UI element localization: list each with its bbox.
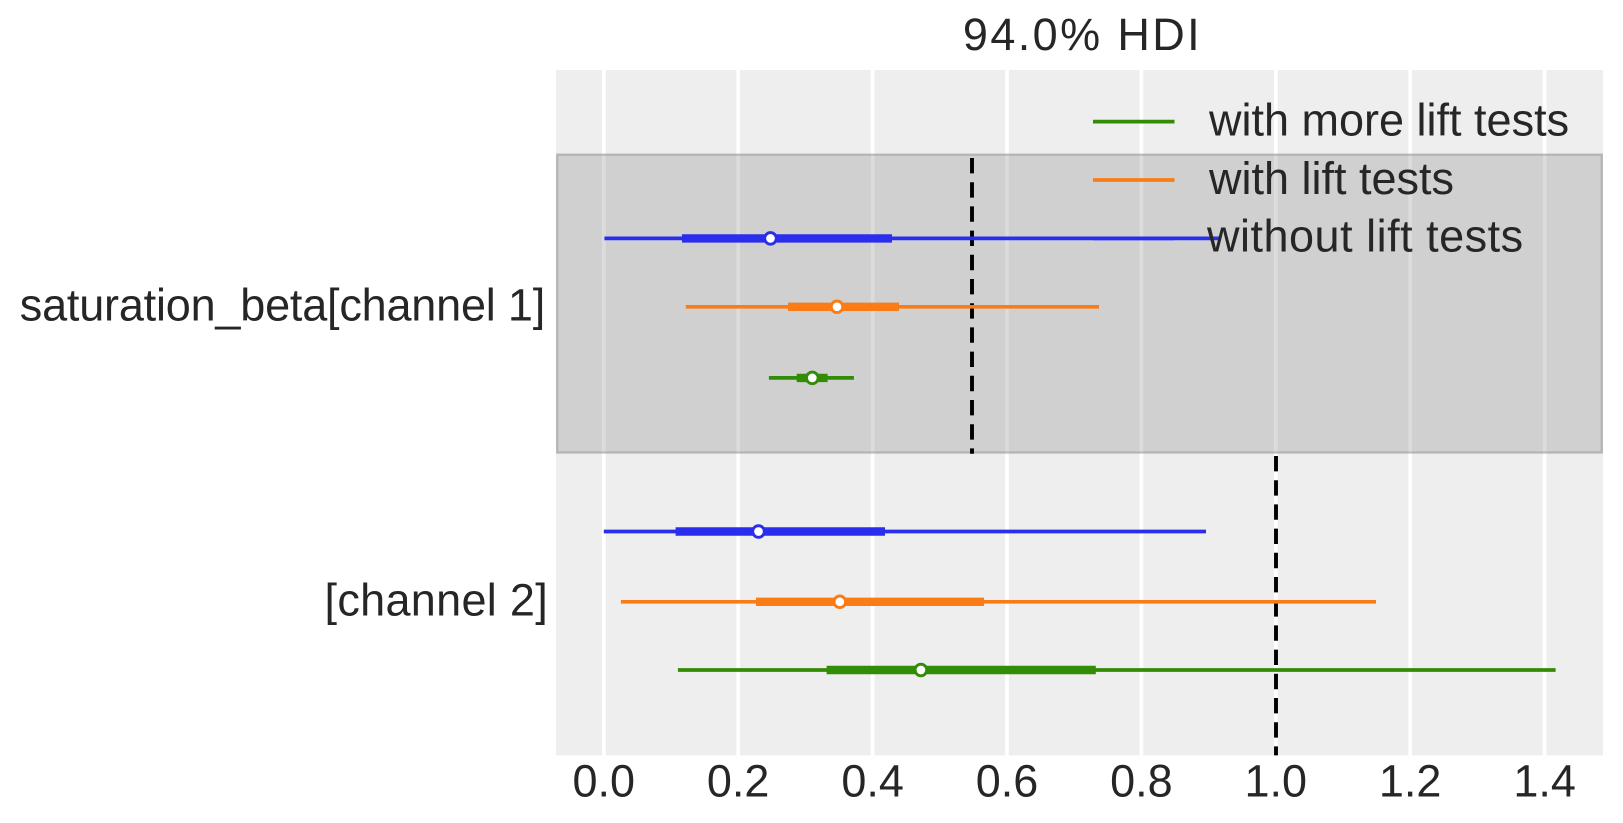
svg-text:1.2: 1.2 [1379, 756, 1442, 807]
svg-text:0.2: 0.2 [707, 756, 770, 807]
svg-text:0.4: 0.4 [841, 756, 904, 807]
svg-text:with more lift tests: with more lift tests [1208, 95, 1569, 146]
svg-text:0.8: 0.8 [1110, 756, 1173, 807]
svg-text:1.4: 1.4 [1513, 756, 1576, 807]
svg-text:[channel 2]: [channel 2] [325, 575, 548, 626]
svg-text:saturation_beta[channel 1]: saturation_beta[channel 1] [20, 280, 545, 331]
svg-text:with lift tests: with lift tests [1208, 153, 1454, 204]
svg-text:1.0: 1.0 [1245, 756, 1308, 807]
svg-text:0.6: 0.6 [976, 756, 1039, 807]
svg-text:0.0: 0.0 [573, 756, 636, 807]
svg-text:without lift tests: without lift tests [1206, 211, 1524, 262]
svg-text:94.0% HDI: 94.0% HDI [963, 9, 1202, 60]
